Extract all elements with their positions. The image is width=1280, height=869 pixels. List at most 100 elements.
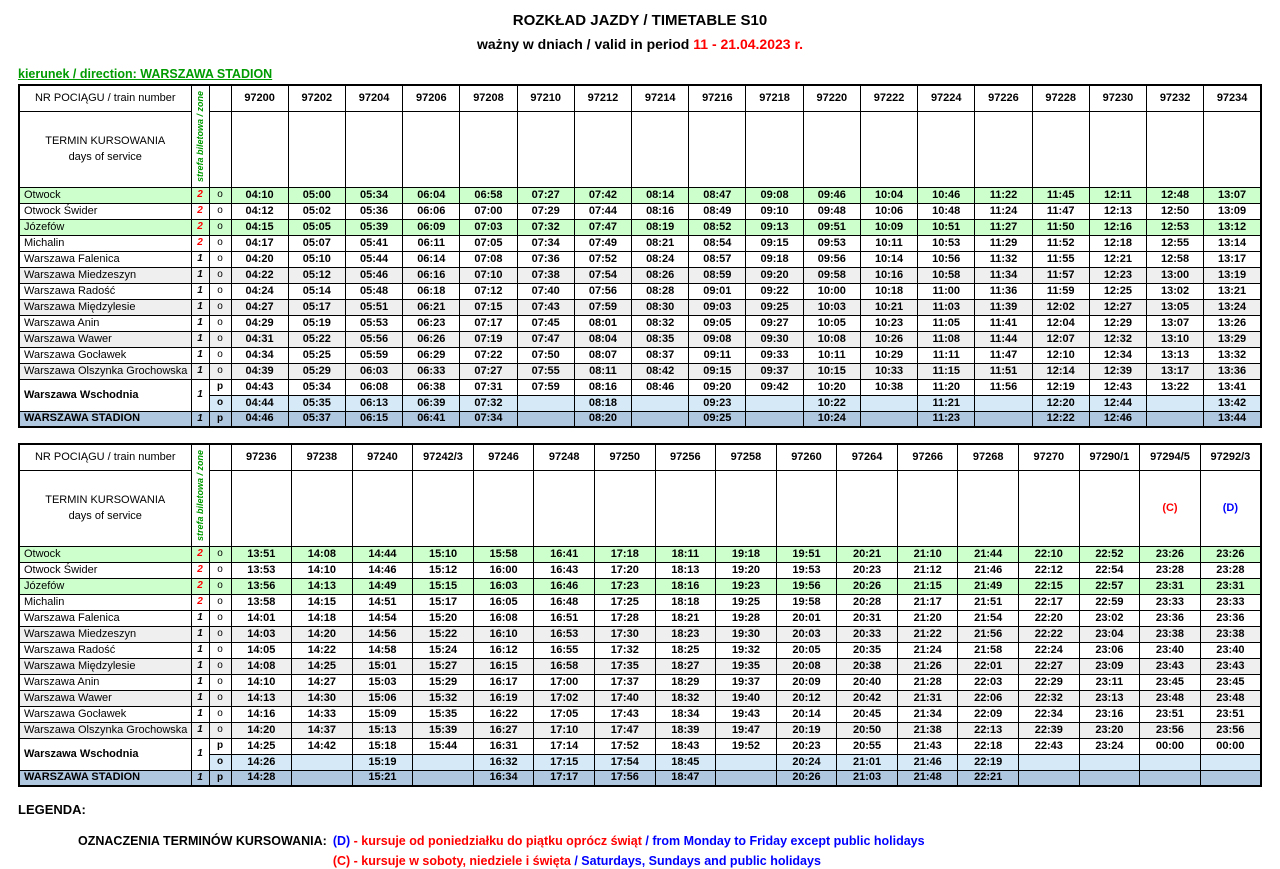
time-cell: 04:29 — [230, 314, 289, 332]
time-cell: 17:02 — [533, 689, 595, 707]
day-mark — [472, 469, 535, 547]
time-cell: 14:20 — [230, 721, 293, 739]
table-row: Otwock 2 o 04:10 05:00 05:34 06:04 06:58 07:27 07… — [18, 186, 1262, 204]
time-cell: 08:49 — [688, 202, 747, 220]
zone-cell: 1 — [190, 769, 210, 787]
train-number: 97260 — [775, 443, 838, 471]
station-name: Warszawa Międzylesie — [18, 298, 192, 316]
time-cell — [631, 394, 690, 412]
time-cell: 14:10 — [230, 673, 293, 691]
time-cell: 23:06 — [1078, 641, 1141, 659]
zone-header: strefa biletowa / zone — [190, 84, 210, 188]
time-cell: 15:27 — [412, 657, 474, 675]
time-cell: 08:14 — [631, 186, 690, 204]
time-cell: 14:13 — [291, 577, 353, 595]
time-cell: 16:19 — [472, 689, 535, 707]
time-cell: 09:01 — [688, 282, 747, 300]
time-cell: 20:12 — [775, 689, 838, 707]
time-cell: 13:21 — [1203, 282, 1262, 300]
time-cell: 06:16 — [402, 266, 461, 284]
train-number: 97268 — [957, 443, 1020, 471]
time-cell: 15:12 — [412, 561, 474, 579]
time-cell: 04:46 — [230, 410, 289, 428]
zone-cell: 2 — [190, 202, 210, 220]
time-cell: 09:53 — [802, 234, 861, 252]
time-cell: 11:36 — [974, 282, 1033, 300]
time-cell: 19:23 — [715, 577, 777, 595]
time-cell: 23:36 — [1139, 609, 1201, 627]
time-cell: 10:21 — [859, 298, 919, 316]
day-mark: (C) — [1139, 469, 1201, 547]
op-cell: o — [208, 625, 232, 643]
time-cell: 21:17 — [896, 593, 959, 611]
time-cell: 09:13 — [745, 218, 804, 236]
time-cell: 07:49 — [573, 234, 633, 252]
time-cell: 23:31 — [1199, 577, 1262, 595]
time-cell: 13:53 — [230, 561, 293, 579]
time-cell: 15:03 — [351, 673, 414, 691]
time-cell: 18:34 — [654, 705, 717, 723]
time-cell: 23:38 — [1139, 625, 1201, 643]
time-cell: 11:47 — [1031, 202, 1090, 220]
time-cell: 19:18 — [715, 545, 777, 563]
time-cell: 14:03 — [230, 625, 293, 643]
timetables-container: NR POCIĄGU / train number strefa biletowa… — [18, 84, 1262, 787]
table-row: Warszawa Wschodnia 1 p 04:43 05:34 06:08 06:38… — [18, 378, 1262, 412]
time-cell: 06:08 — [344, 378, 404, 396]
validity-date: 11 - 21.04.2023 r. — [693, 36, 804, 52]
time-cell: 12:16 — [1088, 218, 1148, 236]
time-cell: 05:36 — [344, 202, 404, 220]
train-number: 97258 — [715, 443, 777, 471]
zone-cell: 2 — [190, 218, 210, 236]
time-cell: 04:24 — [230, 282, 289, 300]
time-cell: 14:30 — [291, 689, 353, 707]
time-cell: 23:13 — [1078, 689, 1141, 707]
time-cell: 07:40 — [516, 282, 575, 300]
op-cell: o — [208, 394, 232, 412]
station-name: WARSZAWA STADION — [18, 410, 192, 428]
train-number: 97204 — [344, 84, 404, 112]
zone-cell: 1 — [190, 737, 210, 771]
time-cell: 23:31 — [1139, 577, 1201, 595]
time-cell: 11:03 — [917, 298, 976, 316]
train-number: 97292/3 — [1199, 443, 1262, 471]
time-cell: 06:03 — [344, 362, 404, 380]
time-cell: 15:10 — [412, 545, 474, 563]
time-cell: 13:07 — [1203, 186, 1262, 204]
time-cell: 06:21 — [402, 298, 461, 316]
time-cell — [745, 394, 804, 412]
time-cell: 15:15 — [412, 577, 474, 595]
time-cell: 23:36 — [1199, 609, 1262, 627]
time-cell: 12:04 — [1031, 314, 1090, 332]
time-cell: 07:50 — [516, 346, 575, 364]
station-name: Warszawa Anin — [18, 314, 192, 332]
time-cell: 20:55 — [836, 737, 898, 755]
time-cell: 17:30 — [593, 625, 656, 643]
time-cell: 14:25 — [230, 737, 293, 755]
time-cell: 16:51 — [533, 609, 595, 627]
time-cell: 05:07 — [287, 234, 346, 252]
time-cell: 12:20 — [1031, 394, 1090, 412]
op-cell: p — [208, 410, 232, 428]
day-mark — [1078, 469, 1141, 547]
time-cell: 21:54 — [957, 609, 1020, 627]
day-mark — [802, 110, 861, 188]
station-name: Michalin — [18, 593, 192, 611]
station-name: Otwock — [18, 186, 192, 204]
time-cell: 13:26 — [1203, 314, 1262, 332]
time-cell: 11:05 — [917, 314, 976, 332]
time-cell: 04:10 — [230, 186, 289, 204]
zone-cell: 2 — [190, 545, 210, 563]
train-number: 97236 — [230, 443, 293, 471]
table-row: Warszawa Wawer 1 o 04:31 05:22 05:56 06:26 07:1… — [18, 330, 1262, 348]
time-cell: 09:37 — [745, 362, 804, 380]
time-cell: 23:16 — [1078, 705, 1141, 723]
time-cell: 20:42 — [836, 689, 898, 707]
time-cell: 23:43 — [1139, 657, 1201, 675]
time-cell: 10:51 — [917, 218, 976, 236]
station-name: Józefów — [18, 577, 192, 595]
op-cell: p — [208, 737, 232, 755]
time-cell: 15:18 — [351, 737, 414, 755]
time-cell: 13:13 — [1145, 346, 1205, 364]
table-row: Warszawa Międzylesie 1 o 14:08 14:25 15:01 15:… — [18, 657, 1262, 675]
